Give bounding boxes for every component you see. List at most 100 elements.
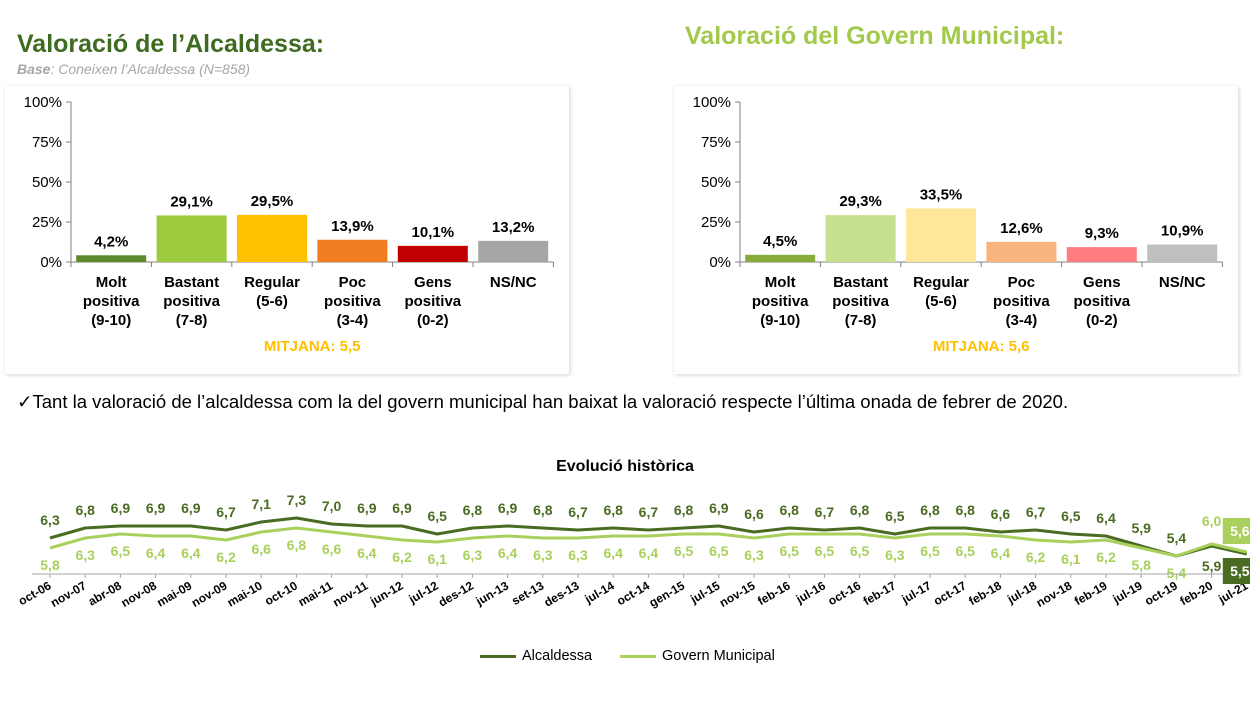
govern-data-label: 6,3 — [568, 547, 588, 563]
govern-category-label: Gens positiva (0-2) — [1073, 274, 1130, 329]
line-x-tick-label: set-13 — [509, 578, 546, 608]
govern-data-label: 6,4 — [357, 545, 377, 561]
govern-bar — [986, 241, 1057, 262]
alcaldessa-data-label: 6,7 — [568, 504, 588, 520]
line-x-tick-label: jul-18 — [1004, 578, 1039, 606]
govern-y-tick-label: 0% — [709, 254, 731, 271]
alcaldessa-value-label: 29,1% — [170, 193, 213, 210]
line-x-tick-label: jul-15 — [687, 578, 722, 606]
alcaldessa-series-line — [49, 516, 1248, 558]
alcaldessa-data-label: 7,3 — [287, 492, 307, 508]
alcaldessa-data-label: 6,5 — [427, 508, 447, 524]
line-chart-title: Evolució històrica — [556, 458, 694, 475]
alcaldessa-bar — [156, 215, 227, 262]
govern-category-label: NS/NC — [1159, 274, 1206, 291]
govern-bar — [745, 254, 816, 262]
govern-data-label: 6,4 — [146, 545, 166, 561]
alcaldessa-data-label: 6,5 — [1061, 508, 1081, 524]
govern-mean-label: MITJANA: 5,6 — [933, 338, 1030, 355]
govern-y-tick-label: 100% — [693, 94, 731, 111]
alcaldessa-y-tick-label: 0% — [40, 254, 62, 271]
alcaldessa-mean-label: MITJANA: 5,5 — [264, 338, 361, 355]
historical-line-chart: oct-06nov-07abr-08nov-08mai-09nov-09mai-… — [16, 492, 1250, 610]
alcaldessa-bar — [76, 255, 147, 262]
check-icon: ✓ — [17, 391, 33, 412]
govern-bar — [1066, 247, 1137, 262]
alcaldessa-y-tick-label: 100% — [24, 94, 62, 111]
line-x-tick-label: jun-12 — [367, 578, 406, 608]
alcaldessa-value-label: 10,1% — [412, 224, 455, 241]
line-x-tick-label: jun-13 — [473, 578, 512, 608]
alcaldessa-category-label: NS/NC — [490, 274, 537, 291]
govern-data-label: 6,3 — [75, 547, 95, 563]
line-x-tick-label: oct-06 — [16, 578, 54, 608]
govern-data-label: 5,6 — [1230, 523, 1250, 539]
alcaldessa-bar-chart: 0% 25% 50% 75% 100% 4,2% Molt positiva (9-10) 29,… — [24, 94, 554, 355]
alcaldessa-data-label: 6,4 — [1096, 510, 1116, 526]
alcaldessa-data-label: 6,8 — [779, 502, 799, 518]
govern-title: Valoració del Govern Municipal: — [685, 22, 1065, 50]
alcaldessa-data-label: 6,9 — [709, 500, 729, 516]
base-text: : Coneixen l’Alcaldessa (N=858) — [50, 61, 251, 77]
line-x-tick-label: feb-20 — [1177, 578, 1215, 608]
alcaldessa-value-label: 4,2% — [94, 233, 128, 250]
alcaldessa-data-label: 6,7 — [1026, 504, 1046, 520]
alcaldessa-value-label: 29,5% — [251, 193, 294, 210]
summary-note: ✓Tant la valoració de l’alcaldessa com l… — [17, 391, 1068, 413]
govern-data-label: 6,3 — [533, 547, 553, 563]
alcaldessa-data-label: 7,1 — [251, 496, 271, 512]
legend-swatch-govern — [620, 654, 656, 658]
govern-data-label: 6,1 — [427, 551, 447, 567]
govern-y-tick-label: 50% — [701, 174, 731, 191]
alcaldessa-data-label: 6,5 — [885, 508, 905, 524]
line-x-tick-label: abr-08 — [86, 578, 124, 608]
govern-data-label: 6,5 — [815, 543, 835, 559]
govern-data-label: 6,3 — [463, 547, 483, 563]
govern-y-tick-label: 25% — [701, 214, 731, 231]
govern-category-label: Regular (5-6) — [913, 274, 969, 310]
legend-swatch-alcaldessa — [480, 654, 516, 658]
alcaldessa-data-label: 6,9 — [181, 500, 201, 516]
govern-bar — [1147, 244, 1218, 262]
govern-data-label: 5,8 — [1131, 557, 1151, 573]
line-x-tick-label: mai-09 — [154, 578, 194, 609]
alcaldessa-data-label: 6,6 — [991, 506, 1011, 522]
govern-data-label: 5,8 — [40, 557, 60, 573]
govern-value-label: 29,3% — [839, 193, 882, 210]
alcaldessa-data-label: 6,8 — [75, 502, 95, 518]
govern-data-label: 6,5 — [779, 543, 799, 559]
alcaldessa-bar — [317, 239, 388, 262]
alcaldessa-data-label: 6,9 — [146, 500, 166, 516]
line-x-tick-label: oct-19 — [1142, 578, 1180, 608]
line-x-tick-label: nov-09 — [189, 578, 230, 610]
alcaldessa-data-label: 6,8 — [463, 502, 483, 518]
line-x-tick-label: mai-10 — [225, 578, 265, 609]
govern-bar — [825, 215, 896, 262]
line-x-tick-label: jul-14 — [582, 578, 617, 606]
line-x-tick-label: nov-07 — [48, 578, 89, 610]
govern-data-label: 6,6 — [251, 541, 271, 557]
govern-bar — [906, 208, 976, 262]
govern-data-label: 6,2 — [1026, 549, 1046, 565]
govern-data-label: 6,1 — [1061, 551, 1081, 567]
govern-category-label: Poc positiva (3-4) — [993, 274, 1050, 329]
govern-data-label: 5,4 — [1167, 565, 1187, 581]
line-x-tick-label: mai-11 — [296, 578, 336, 609]
alcaldessa-category-label: Gens positiva (0-2) — [404, 274, 461, 329]
line-x-tick-label: feb-19 — [1072, 578, 1110, 608]
alcaldessa-bar-chart-panel: 0% 25% 50% 75% 100% 4,2% Molt positiva (9-10) 29,… — [5, 86, 569, 374]
base-note: Base: Coneixen l’Alcaldessa (N=858) — [17, 61, 250, 77]
alcaldessa-data-label: 6,8 — [674, 502, 694, 518]
line-x-tick-label: jul-17 — [898, 578, 933, 606]
line-x-tick-label: nov-08 — [119, 578, 160, 610]
line-x-tick-label: nov-11 — [330, 578, 370, 609]
govern-category-label: Bastant positiva (7-8) — [832, 274, 889, 329]
alcaldessa-bar — [237, 214, 307, 262]
alcaldessa-data-label: 6,9 — [111, 500, 131, 516]
alcaldessa-data-label: 6,9 — [498, 500, 518, 516]
legend-label-alcaldessa: Alcaldessa — [522, 648, 593, 664]
alcaldessa-category-label: Regular (5-6) — [244, 274, 300, 310]
line-x-tick-label: feb-17 — [861, 578, 899, 608]
govern-bar-chart-panel: 0% 25% 50% 75% 100% 4,5% Molt positiva (9-10) 29,… — [674, 86, 1238, 374]
govern-category-label: Molt positiva (9-10) — [752, 274, 809, 329]
